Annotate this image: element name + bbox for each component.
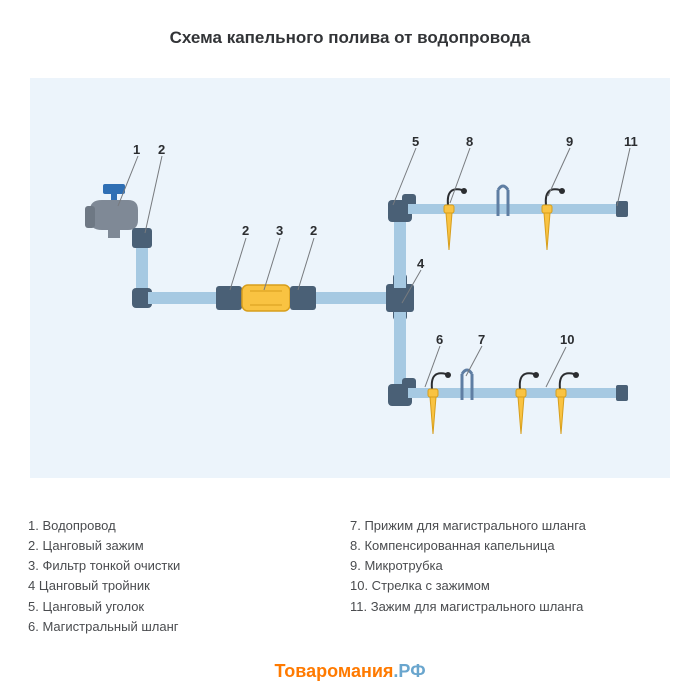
watermark-p2: .РФ <box>393 661 425 681</box>
dripper-assembly <box>428 372 451 434</box>
callout-number: 2 <box>242 223 249 238</box>
water-tap <box>85 184 138 238</box>
callout-number: 4 <box>417 256 424 271</box>
dripper-assembly <box>542 188 565 250</box>
diagram-area: 1 2 2 3 2 5 8 9 11 4 6 7 10 <box>30 78 670 478</box>
page-title: Схема капельного полива от водопровода <box>0 0 700 68</box>
legend: 1. Водопровод2. Цанговый зажим3. Фильтр … <box>0 498 700 637</box>
legend-item: 4 Цанговый тройник <box>28 576 350 596</box>
legend-item: 7. Прижим для магистрального шланга <box>350 516 672 536</box>
fine-filter <box>242 285 290 311</box>
legend-item: 8. Компенсированная капельница <box>350 536 672 556</box>
legend-item: 6. Магистральный шланг <box>28 617 350 637</box>
collet-clamp <box>290 286 316 310</box>
watermark-p1: Товаромания <box>274 661 393 681</box>
callout-number: 9 <box>566 134 573 149</box>
legend-item: 3. Фильтр тонкой очистки <box>28 556 350 576</box>
callout-number: 7 <box>478 332 485 347</box>
collet-clamp <box>216 286 242 310</box>
legend-item: 11. Зажим для магистрального шланга <box>350 597 672 617</box>
legend-right-col: 7. Прижим для магистрального шланга8. Ко… <box>350 516 672 637</box>
legend-item: 9. Микротрубка <box>350 556 672 576</box>
legend-item: 2. Цанговый зажим <box>28 536 350 556</box>
callout-number: 2 <box>158 142 165 157</box>
callout-number: 5 <box>412 134 419 149</box>
dripper-assembly <box>444 188 467 250</box>
legend-item: 1. Водопровод <box>28 516 350 536</box>
callout-number: 3 <box>276 223 283 238</box>
callout-number: 1 <box>133 142 140 157</box>
callout-number: 2 <box>310 223 317 238</box>
leader-lines <box>118 148 630 387</box>
legend-left-col: 1. Водопровод2. Цанговый зажим3. Фильтр … <box>28 516 350 637</box>
dripper-assembly <box>516 372 539 434</box>
main-hose-top <box>408 204 626 214</box>
callout-number: 8 <box>466 134 473 149</box>
callout-number: 6 <box>436 332 443 347</box>
diagram-svg <box>30 78 670 478</box>
callout-number: 11 <box>624 134 638 149</box>
end-clamp <box>616 385 628 401</box>
callout-number: 10 <box>560 332 574 347</box>
dripper-assembly <box>556 372 579 434</box>
collet-clamp <box>132 228 152 248</box>
legend-item: 5. Цанговый уголок <box>28 597 350 617</box>
legend-item: 10. Стрелка с зажимом <box>350 576 672 596</box>
watermark: Товаромания.РФ <box>0 661 700 682</box>
